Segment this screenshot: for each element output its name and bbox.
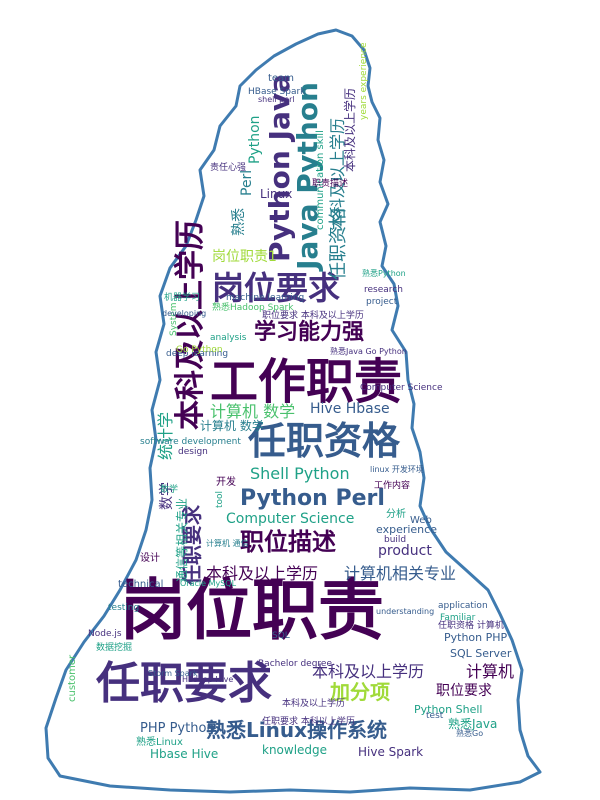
word-cloud-term: Oracle MySQL bbox=[180, 579, 237, 588]
word-cloud-term: 工作内容 bbox=[374, 481, 411, 491]
word-cloud-term: 计算机 数学 bbox=[200, 419, 264, 433]
word-cloud-term: 职责描述 bbox=[312, 179, 349, 189]
word-cloud-term: Hive Spark bbox=[358, 745, 424, 759]
word-cloud-term: SQL bbox=[272, 631, 290, 641]
word-cloud-term: 加分项 bbox=[330, 680, 390, 704]
word-cloud-term: 职位描述 bbox=[240, 528, 336, 556]
word-cloud-term: 任职要求 本科以上学历 bbox=[262, 717, 355, 727]
word-cloud-term: analysis bbox=[210, 333, 247, 343]
word-cloud-term: application bbox=[438, 601, 488, 611]
word-cloud-term: 数据挖掘 bbox=[96, 643, 133, 653]
word-cloud-term: 熟悉Go bbox=[456, 729, 484, 738]
word-cloud-term: 熟悉 bbox=[231, 208, 247, 236]
word-cloud-term: 岗位职责 bbox=[120, 572, 384, 649]
word-cloud-term: 熟悉Linux bbox=[136, 737, 183, 748]
word-cloud-term: Hive Hbase bbox=[310, 401, 390, 417]
word-cloud-term: deep learning bbox=[166, 349, 229, 359]
word-cloud-term: 本科及以上学历 bbox=[312, 662, 425, 681]
word-cloud-term: Shell Python bbox=[250, 464, 350, 483]
word-cloud-term: 本科及以上学历 bbox=[282, 699, 346, 709]
word-cloud-term: 熟悉Hadoop Spark bbox=[212, 303, 294, 313]
word-cloud-term: 设计 bbox=[140, 553, 160, 564]
word-cloud-term: shell perl bbox=[258, 95, 295, 104]
word-cloud-term: 分析 bbox=[386, 509, 406, 520]
word-cloud-term: Hbase Hive bbox=[150, 747, 219, 761]
word-cloud-term: customer bbox=[67, 654, 78, 702]
word-cloud-term: testing bbox=[108, 603, 140, 613]
word-cloud-term: design bbox=[178, 447, 208, 457]
word-cloud-term: 机器学习 bbox=[164, 293, 201, 303]
word-cloud-term: 熟悉Java bbox=[448, 717, 498, 731]
word-cloud-term: years experience bbox=[359, 42, 369, 120]
word-cloud-term: 计算机 bbox=[466, 662, 515, 681]
word-cloud-term: SQL Server bbox=[450, 647, 512, 660]
word-cloud-term: project bbox=[366, 297, 398, 307]
word-cloud-term: 统计学 bbox=[156, 411, 175, 460]
word-cloud-term: build bbox=[384, 535, 407, 545]
word-cloud-term: Hadoop Hive bbox=[182, 675, 234, 684]
word-cloud-term: 本科及以上学历 bbox=[343, 87, 357, 172]
word-cloud-term: knowledge bbox=[262, 743, 328, 757]
word-cloud-term: Python PHP bbox=[444, 631, 508, 644]
word-cloud-term: 计算机 数学 bbox=[210, 402, 296, 421]
word-cloud-term: Computer Science bbox=[360, 383, 443, 393]
word-cloud-term: 熟悉Java Go Python bbox=[330, 347, 407, 356]
word-cloud-term: software development bbox=[140, 437, 241, 447]
word-cloud-term: 岗位要求 bbox=[212, 269, 341, 307]
word-cloud-term: tool bbox=[215, 490, 225, 508]
word-cloud-term: Computer Science bbox=[226, 511, 355, 527]
word-cloud-term: HBase Spark bbox=[248, 87, 306, 97]
word-cloud-term: 计算机相关专业 bbox=[344, 564, 457, 583]
word-cloud-term: developing bbox=[162, 309, 207, 318]
word-cloud-term: Node.js bbox=[88, 629, 122, 639]
word-cloud-term: Bachelor degree bbox=[258, 659, 332, 669]
word-cloud-term: Python bbox=[247, 115, 263, 164]
word-cloud-term: 熟悉Python bbox=[362, 269, 406, 278]
word-cloud-term: 任职要求 bbox=[96, 658, 272, 709]
word-cloud-term: research bbox=[364, 285, 403, 295]
word-cloud-term: 计算机 通信 bbox=[206, 539, 249, 548]
word-cloud-term: Python Shell bbox=[414, 703, 483, 716]
word-cloud-term: Python Perl bbox=[240, 486, 385, 511]
word-cloud-term: test bbox=[426, 711, 444, 721]
word-cloud-term: product bbox=[378, 543, 432, 559]
word-cloud-term: understanding bbox=[376, 607, 435, 616]
word-cloud-term: 通信等相关专业 bbox=[175, 497, 189, 582]
word-cloud-term: 学习能力强 bbox=[254, 320, 365, 345]
word-cloud-term: Familiar bbox=[440, 613, 476, 623]
word-cloud-term: 职位要求 本科及以上学历 bbox=[262, 311, 364, 321]
word-cloud-term: Perl bbox=[239, 169, 255, 196]
silhouette-outline bbox=[44, 28, 542, 794]
word-cloud-term: Web bbox=[410, 515, 432, 526]
word-cloud-term: linux 开发环境 bbox=[370, 465, 424, 474]
word-cloud-term: 任职资格 计算机 bbox=[438, 621, 504, 631]
word-cloud-term: Storm Spark bbox=[148, 669, 198, 678]
word-cloud-term: 开发 bbox=[216, 477, 236, 488]
word-cloud-term: 任职资格 bbox=[248, 419, 401, 463]
word-cloud-term: System bbox=[169, 302, 179, 336]
word-cloud-term: 工作职责 bbox=[210, 354, 403, 410]
word-cloud-term: machine learning bbox=[226, 293, 305, 303]
word-cloud-term: 责任心强 bbox=[210, 163, 247, 173]
word-cloud-term: 本科及以上学历 bbox=[206, 564, 319, 583]
word-cloud-term: 数学 bbox=[160, 485, 179, 495]
word-cloud-term: Go Python bbox=[176, 345, 223, 355]
word-cloud-term: technical bbox=[118, 579, 164, 590]
word-cloud-term: 岗位职责1 bbox=[212, 249, 277, 265]
word-cloud-term: experience bbox=[376, 523, 437, 536]
word-cloud-term: team bbox=[268, 73, 294, 84]
word-cloud-term: Linux bbox=[260, 187, 293, 201]
word-cloud-term: 熟悉Linux操作系统 bbox=[206, 718, 387, 742]
word-cloud-term: PHP Python bbox=[140, 721, 215, 736]
word-cloud-term: 职位要求 bbox=[436, 683, 492, 699]
word-cloud-term: 本科及以上学历 bbox=[173, 220, 208, 430]
